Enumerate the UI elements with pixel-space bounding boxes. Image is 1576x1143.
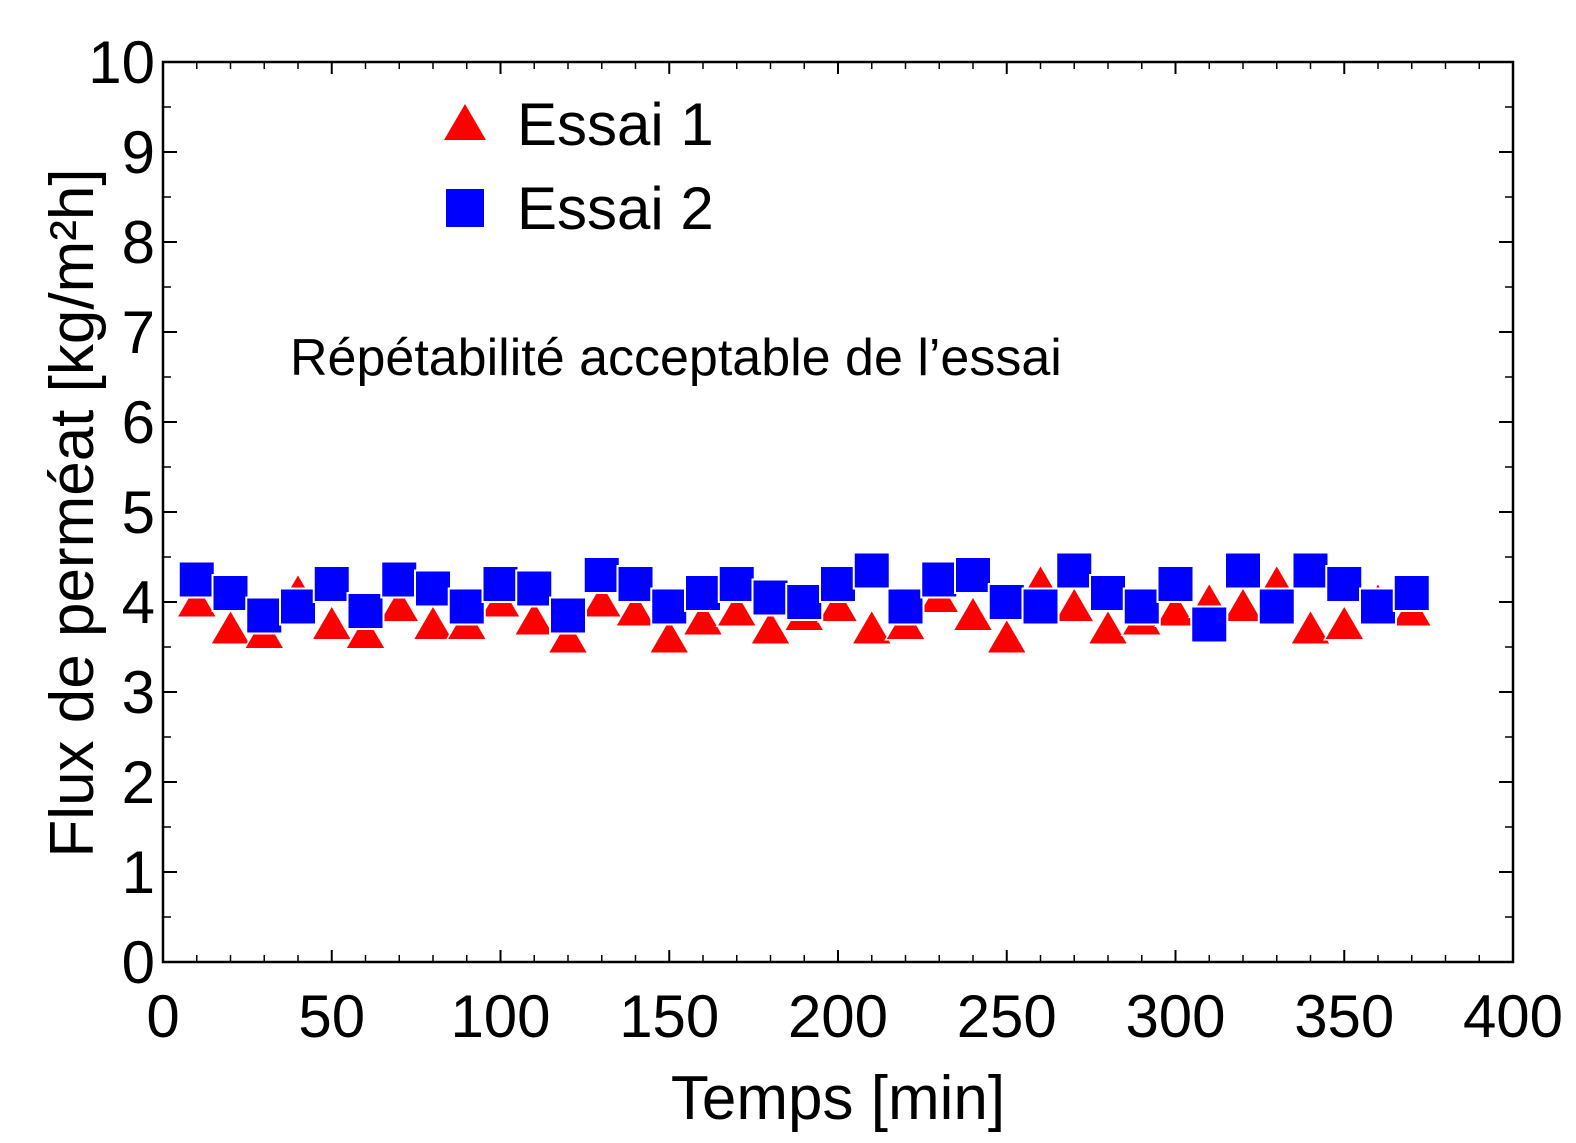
square-point xyxy=(886,587,925,626)
x-tick-label: 200 xyxy=(788,983,888,1050)
x-tick-label: 350 xyxy=(1294,983,1394,1050)
square-point xyxy=(819,565,857,603)
square-point xyxy=(481,565,520,603)
series-essai-2 xyxy=(177,551,1431,644)
triangle-point xyxy=(1086,608,1130,645)
square-point xyxy=(279,587,317,626)
square-point xyxy=(1325,565,1364,603)
triangle-point xyxy=(512,599,556,636)
y-tick-label: 8 xyxy=(122,209,155,276)
square-point xyxy=(177,560,216,599)
x-tick-label: 0 xyxy=(146,983,179,1050)
y-tick-label: 4 xyxy=(122,569,155,636)
square-point xyxy=(346,592,385,630)
x-tick-label: 100 xyxy=(450,983,550,1050)
triangle-point xyxy=(1154,590,1197,627)
square-point xyxy=(1089,574,1127,612)
square-point xyxy=(616,565,655,603)
chart-annotation: Répétabilité acceptable de l’essai xyxy=(290,329,1062,387)
y-tick-label: 9 xyxy=(122,119,155,186)
axis-ticks: 0 50 100 150 200 250 300 350 400 0 1 2 3 4 5 6 7 8 9 10 xyxy=(88,29,1563,1050)
triangle-point xyxy=(344,613,387,650)
square-point xyxy=(751,578,790,617)
legend-triangle-marker xyxy=(444,104,486,140)
square-point xyxy=(515,569,554,608)
y-tick-label: 2 xyxy=(122,749,155,816)
square-point xyxy=(582,556,621,594)
triangle-point xyxy=(546,617,590,654)
square-point xyxy=(1021,587,1060,626)
x-tick-label: 250 xyxy=(957,983,1057,1050)
legend: Essai 1 Essai 2 xyxy=(444,91,714,242)
x-axis-title: Temps [min] xyxy=(671,1064,1005,1133)
triangle-point xyxy=(614,590,657,627)
triangle-point xyxy=(816,586,860,623)
y-tick-label: 7 xyxy=(122,299,155,366)
x-tick-label: 150 xyxy=(619,983,719,1050)
square-point xyxy=(1257,587,1296,626)
square-point xyxy=(312,565,351,603)
square-point xyxy=(1156,565,1195,603)
square-point xyxy=(1392,574,1431,612)
data-points xyxy=(175,551,1434,654)
legend-entry: Essai 1 xyxy=(444,91,714,158)
triangle-point xyxy=(580,581,624,618)
triangle-point xyxy=(411,604,455,641)
square-point xyxy=(447,587,486,626)
y-axis-title: Flux de perméat [kg/m²h] xyxy=(38,168,107,857)
y-tick-label: 6 xyxy=(122,389,155,456)
legend-entry: Essai 2 xyxy=(446,175,714,242)
square-point xyxy=(1122,587,1161,626)
square-point xyxy=(920,560,959,599)
square-point xyxy=(1291,551,1330,590)
square-point xyxy=(987,583,1026,621)
square-point xyxy=(650,587,689,626)
triangle-point xyxy=(985,617,1029,654)
triangle-point xyxy=(647,617,691,654)
x-tick-label: 300 xyxy=(1125,983,1225,1050)
triangle-point xyxy=(209,608,252,645)
square-point xyxy=(245,596,284,635)
y-tick-label: 0 xyxy=(122,929,155,996)
square-point xyxy=(785,583,824,621)
x-tick-label: 400 xyxy=(1463,983,1563,1050)
triangle-point xyxy=(749,608,792,645)
triangle-point xyxy=(1221,586,1265,623)
square-point xyxy=(549,596,587,635)
triangle-point xyxy=(715,590,759,627)
triangle-point xyxy=(951,595,995,632)
square-point xyxy=(1190,605,1229,644)
y-tick-label: 10 xyxy=(88,29,155,96)
triangle-point xyxy=(850,608,894,645)
triangle-point xyxy=(681,599,725,636)
x-tick-label: 50 xyxy=(298,983,365,1050)
legend-label: Essai 1 xyxy=(517,91,714,158)
triangle-point xyxy=(1052,586,1096,623)
square-point xyxy=(1359,587,1397,626)
square-point xyxy=(414,569,452,608)
square-point xyxy=(1224,551,1262,590)
square-point xyxy=(1055,551,1094,590)
square-point xyxy=(211,574,250,612)
triangle-point xyxy=(175,581,219,618)
square-point xyxy=(954,556,992,594)
square-point xyxy=(380,560,419,599)
square-point xyxy=(717,565,756,603)
triangle-point xyxy=(310,604,354,641)
y-tick-label: 3 xyxy=(122,659,155,726)
triangle-point xyxy=(377,586,421,623)
square-point xyxy=(852,551,891,590)
legend-square-marker xyxy=(446,189,484,227)
y-tick-label: 1 xyxy=(122,839,155,906)
legend-label: Essai 2 xyxy=(517,175,714,242)
triangle-point xyxy=(1322,604,1366,641)
triangle-point xyxy=(1289,608,1332,645)
y-tick-label: 5 xyxy=(122,479,155,546)
square-point xyxy=(684,574,722,612)
